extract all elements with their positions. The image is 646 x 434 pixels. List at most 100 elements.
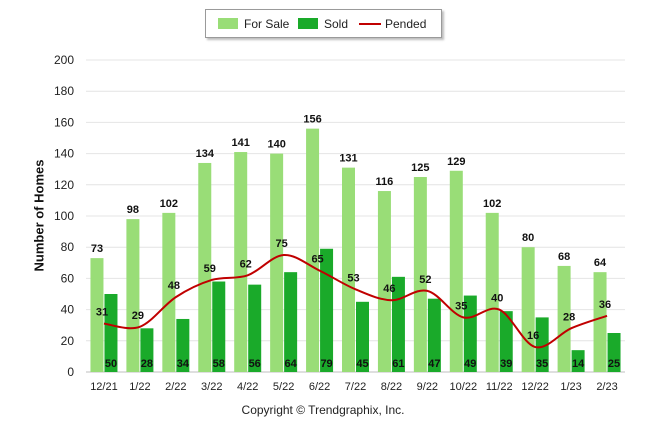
bar-sold — [212, 281, 226, 372]
label-pended: 29 — [132, 310, 144, 322]
y-tick-label: 140 — [54, 147, 74, 161]
label-for-sale: 98 — [127, 204, 139, 216]
bar-for-sale — [557, 265, 571, 372]
y-axis-ticks: 0 20 40 60 80 100 120 140 160 180 200 — [54, 53, 74, 379]
label-for-sale: 129 — [447, 156, 465, 168]
bar-sold — [571, 350, 585, 372]
bar-sold — [499, 311, 513, 372]
bar-sold — [320, 248, 334, 372]
bar-sold — [176, 318, 190, 372]
label-for-sale: 156 — [303, 114, 321, 126]
label-for-sale: 141 — [232, 137, 250, 149]
x-tick-label: 12/22 — [521, 381, 549, 393]
label-sold: 25 — [608, 358, 620, 370]
bar-for-sale — [521, 247, 535, 372]
y-tick-label: 180 — [54, 84, 74, 98]
label-pended: 59 — [204, 263, 216, 275]
label-sold: 61 — [392, 358, 404, 370]
legend-swatch-for-sale — [218, 18, 238, 29]
y-tick-label: 0 — [67, 365, 74, 379]
y-tick-label: 80 — [61, 240, 75, 254]
label-sold: 45 — [356, 358, 368, 370]
x-tick-label: 10/22 — [450, 381, 478, 393]
legend-label-for-sale: For Sale — [244, 17, 290, 31]
pended-line-path — [103, 253, 608, 349]
bar-for-sale — [270, 153, 284, 372]
data-labels: 73 50 98 28 102 34 134 58 141 56 140 64 156 79 131 45 11… — [91, 114, 620, 370]
bar-for-sale — [90, 258, 104, 372]
bar-sold — [463, 295, 477, 372]
label-sold: 14 — [572, 358, 585, 370]
label-pended: 62 — [240, 258, 252, 270]
legend-label-pended: Pended — [385, 17, 427, 31]
label-sold: 79 — [320, 358, 332, 370]
bar-for-sale — [198, 162, 212, 372]
label-sold: 47 — [428, 358, 440, 370]
bar-sold — [104, 294, 118, 372]
label-sold: 50 — [105, 358, 117, 370]
x-tick-label: 8/22 — [381, 381, 402, 393]
bar-for-sale — [234, 152, 248, 372]
label-for-sale: 102 — [160, 198, 178, 210]
label-pended: 31 — [96, 307, 108, 319]
label-pended: 35 — [455, 300, 467, 312]
label-sold: 34 — [177, 358, 190, 370]
x-tick-label: 4/22 — [237, 381, 258, 393]
bar-sold — [356, 301, 369, 372]
label-for-sale: 68 — [558, 251, 570, 263]
label-for-sale: 116 — [376, 176, 394, 188]
y-tick-label: 200 — [54, 53, 74, 67]
y-tick-label: 120 — [54, 178, 74, 192]
legend-swatch-sold — [298, 18, 318, 29]
label-pended: 40 — [491, 293, 503, 305]
bar-sold — [607, 333, 621, 372]
label-pended: 48 — [168, 280, 180, 292]
bar-for-sale — [162, 212, 176, 372]
label-pended: 36 — [599, 299, 611, 311]
label-pended: 16 — [527, 330, 539, 342]
gridlines — [86, 59, 625, 373]
bar-for-sale — [377, 191, 391, 372]
x-tick-label: 7/22 — [345, 381, 366, 393]
label-for-sale: 125 — [411, 162, 429, 174]
x-tick-label: 9/22 — [417, 381, 438, 393]
y-tick-label: 100 — [54, 209, 74, 223]
label-sold: 49 — [464, 358, 476, 370]
bar-sold — [248, 284, 262, 372]
bar-for-sale — [126, 219, 140, 372]
y-axis-title: Number of Homes — [31, 159, 47, 272]
label-for-sale: 73 — [91, 243, 103, 255]
bar-for-sale — [342, 167, 355, 372]
label-pended: 52 — [419, 274, 431, 286]
x-tick-label: 12/21 — [90, 381, 118, 393]
label-for-sale: 140 — [267, 139, 285, 151]
bar-sold — [140, 328, 154, 372]
x-tick-label: 3/22 — [201, 381, 222, 393]
bar-for-sale — [449, 170, 463, 372]
bar-sold — [535, 317, 549, 372]
bar-for-sale — [413, 177, 427, 372]
legend: For Sale Sold Pended — [205, 9, 442, 38]
bar-for-sale — [485, 212, 499, 372]
x-axis-ticks: 12/21 1/22 2/22 3/22 4/22 5/22 6/22 7/22 8/22 9/2… — [90, 381, 618, 393]
x-tick-label: 11/22 — [486, 381, 513, 393]
y-tick-label: 160 — [54, 115, 74, 129]
label-pended: 53 — [347, 272, 359, 284]
copyright-footer: Copyright © Trendgraphix, Inc. — [241, 403, 405, 417]
label-sold: 64 — [285, 358, 298, 370]
label-sold: 56 — [249, 358, 261, 370]
legend-swatch-pended — [359, 23, 381, 25]
bar-for-sale — [593, 272, 607, 372]
x-tick-label: 2/23 — [596, 381, 617, 393]
label-pended: 65 — [311, 254, 323, 266]
x-tick-label: 6/22 — [309, 381, 330, 393]
y-tick-label: 20 — [61, 334, 75, 348]
bar-sold — [284, 272, 298, 372]
y-tick-label: 60 — [61, 271, 75, 285]
bars — [90, 128, 621, 372]
label-sold: 35 — [536, 358, 548, 370]
x-tick-label: 1/22 — [129, 381, 150, 393]
legend-label-sold: Sold — [324, 17, 349, 31]
label-for-sale: 102 — [483, 198, 501, 210]
